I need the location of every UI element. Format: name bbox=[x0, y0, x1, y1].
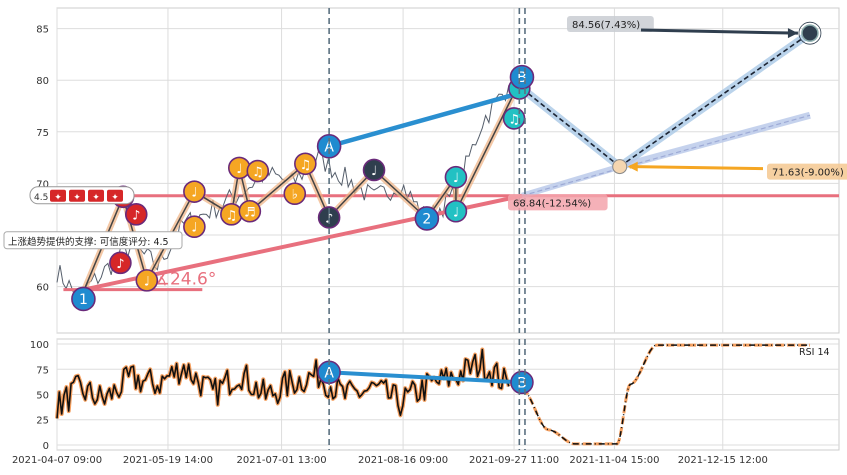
vertical-markers bbox=[328, 8, 526, 450]
projection-path-down bbox=[521, 87, 621, 168]
wave-ab-line bbox=[328, 91, 519, 149]
note-glyph: ♫ bbox=[252, 165, 264, 180]
rating-star bbox=[107, 189, 123, 202]
note-glyph: ♪ bbox=[116, 257, 124, 272]
wave-label: A bbox=[324, 139, 334, 155]
note-glyph: ♬ bbox=[244, 205, 256, 220]
rating-star bbox=[88, 189, 104, 202]
rating-star-glyph: ✦ bbox=[54, 193, 62, 203]
note-marker bbox=[124, 203, 148, 226]
xtick-label: 2021-12-15 12:00 bbox=[678, 455, 768, 466]
wave-label: 2 bbox=[422, 211, 431, 227]
note-marker bbox=[135, 269, 159, 292]
label-mid-text: 71.63(-9.00%) bbox=[772, 168, 844, 179]
arrow-mid bbox=[629, 165, 764, 171]
projection-band-low bbox=[521, 163, 621, 199]
note-marker bbox=[444, 165, 468, 189]
rsi-divergence-line bbox=[329, 370, 523, 385]
wave-marker bbox=[316, 133, 342, 159]
price-ytick-label: 80 bbox=[36, 76, 49, 87]
note-marker bbox=[109, 251, 132, 275]
rating-star-glyph: ✦ bbox=[73, 193, 81, 203]
rsi-wave-label: B bbox=[517, 375, 527, 391]
angle-label: ∡24.6° bbox=[155, 270, 217, 290]
rating-star bbox=[50, 189, 66, 202]
note-marker bbox=[362, 158, 386, 182]
arrow-upside bbox=[640, 28, 798, 35]
note-glyph: ♫ bbox=[508, 112, 520, 127]
note-marker bbox=[317, 206, 341, 229]
note-glyph: ♪ bbox=[132, 208, 140, 223]
xtick-label: 2021-04-07 09:00 bbox=[12, 455, 102, 466]
note-glyph: ♩ bbox=[191, 221, 197, 236]
support-label-text: 上涨趋势提供的支撑: 可信度评分: 4.5 bbox=[8, 236, 169, 248]
label-low-box bbox=[507, 194, 608, 211]
annotations: 84.56(7.43%) 71.63(-9.00%) 68.84(-12.54%) 4… bbox=[3, 16, 847, 250]
wave-marker bbox=[71, 286, 96, 312]
note-glyph: ♩ bbox=[453, 171, 459, 186]
price-ytick-label: 85 bbox=[36, 25, 49, 36]
note-glyph: ♩ bbox=[236, 162, 242, 177]
rating-value: 4.5 bbox=[34, 193, 48, 203]
note-glyph: ♩ bbox=[191, 186, 197, 201]
note-marker bbox=[183, 215, 206, 239]
xtick-label: 2021-05-19 14:00 bbox=[123, 455, 213, 466]
rsi-panel: ABRSI 14 bbox=[55, 343, 830, 446]
rsi-ytick-label: 25 bbox=[36, 416, 49, 427]
note-marker bbox=[444, 199, 468, 223]
wave-marker bbox=[509, 64, 535, 90]
projection-target-ring bbox=[798, 21, 822, 45]
note-marker bbox=[283, 182, 307, 206]
wave-label: B bbox=[517, 70, 527, 86]
label-upside-box bbox=[567, 16, 654, 32]
projection-pivot bbox=[612, 159, 628, 175]
note-glyph: ♩ bbox=[144, 274, 150, 289]
note-glyph: ♫ bbox=[226, 208, 238, 223]
xtick-label: 2021-09-27 11:00 bbox=[469, 455, 559, 466]
note-glyph: ♫ bbox=[300, 158, 312, 173]
projection-target-dot bbox=[801, 24, 819, 42]
note-glyph: ♭ bbox=[292, 188, 298, 203]
arrow-mid-head bbox=[627, 161, 638, 172]
projection-path-up bbox=[619, 32, 811, 168]
wave-label: 1 bbox=[79, 292, 88, 308]
rsi-ytick-label: 0 bbox=[43, 441, 49, 452]
wave-marker bbox=[414, 206, 440, 231]
note-marker bbox=[294, 152, 317, 176]
support-label-box bbox=[3, 231, 183, 250]
price-ytick-label: 70 bbox=[36, 179, 49, 190]
note-glyph: ♩ bbox=[371, 164, 377, 179]
rating-star bbox=[69, 189, 85, 202]
label-upside-text: 84.56(7.43%) bbox=[572, 20, 640, 31]
arrow-upside-head bbox=[787, 28, 798, 39]
rsi-glow bbox=[55, 347, 511, 419]
xtick-label: 2021-07-01 13:00 bbox=[236, 455, 326, 466]
rsi-wave-marker bbox=[510, 370, 534, 395]
axis-ticks: 60657075808502550751002021-04-07 09:0020… bbox=[12, 25, 768, 466]
note-glyph: ♩ bbox=[453, 205, 459, 220]
price-ytick-label: 60 bbox=[36, 283, 49, 294]
rating-star-glyph: ✦ bbox=[92, 193, 100, 203]
note-marker bbox=[246, 159, 270, 183]
rsi-projection bbox=[521, 344, 810, 445]
rating-star-glyph: ✦ bbox=[111, 193, 119, 203]
label-mid-box bbox=[767, 163, 847, 180]
rsi-ytick-label: 75 bbox=[36, 365, 49, 376]
note-marker bbox=[183, 180, 206, 203]
rsi-ytick-label: 100 bbox=[30, 340, 49, 351]
rsi-legend: RSI 14 bbox=[799, 347, 830, 358]
note-marker bbox=[238, 199, 262, 223]
projection-band-fan bbox=[618, 111, 811, 170]
xtick-label: 2021-11-04 15:00 bbox=[569, 455, 659, 466]
price-ytick-label: 75 bbox=[36, 128, 49, 139]
rsi-ytick-label: 50 bbox=[36, 391, 49, 402]
label-low-text: 68.84(-12.54%) bbox=[513, 198, 591, 209]
xtick-label: 2021-08-16 09:00 bbox=[358, 455, 448, 466]
